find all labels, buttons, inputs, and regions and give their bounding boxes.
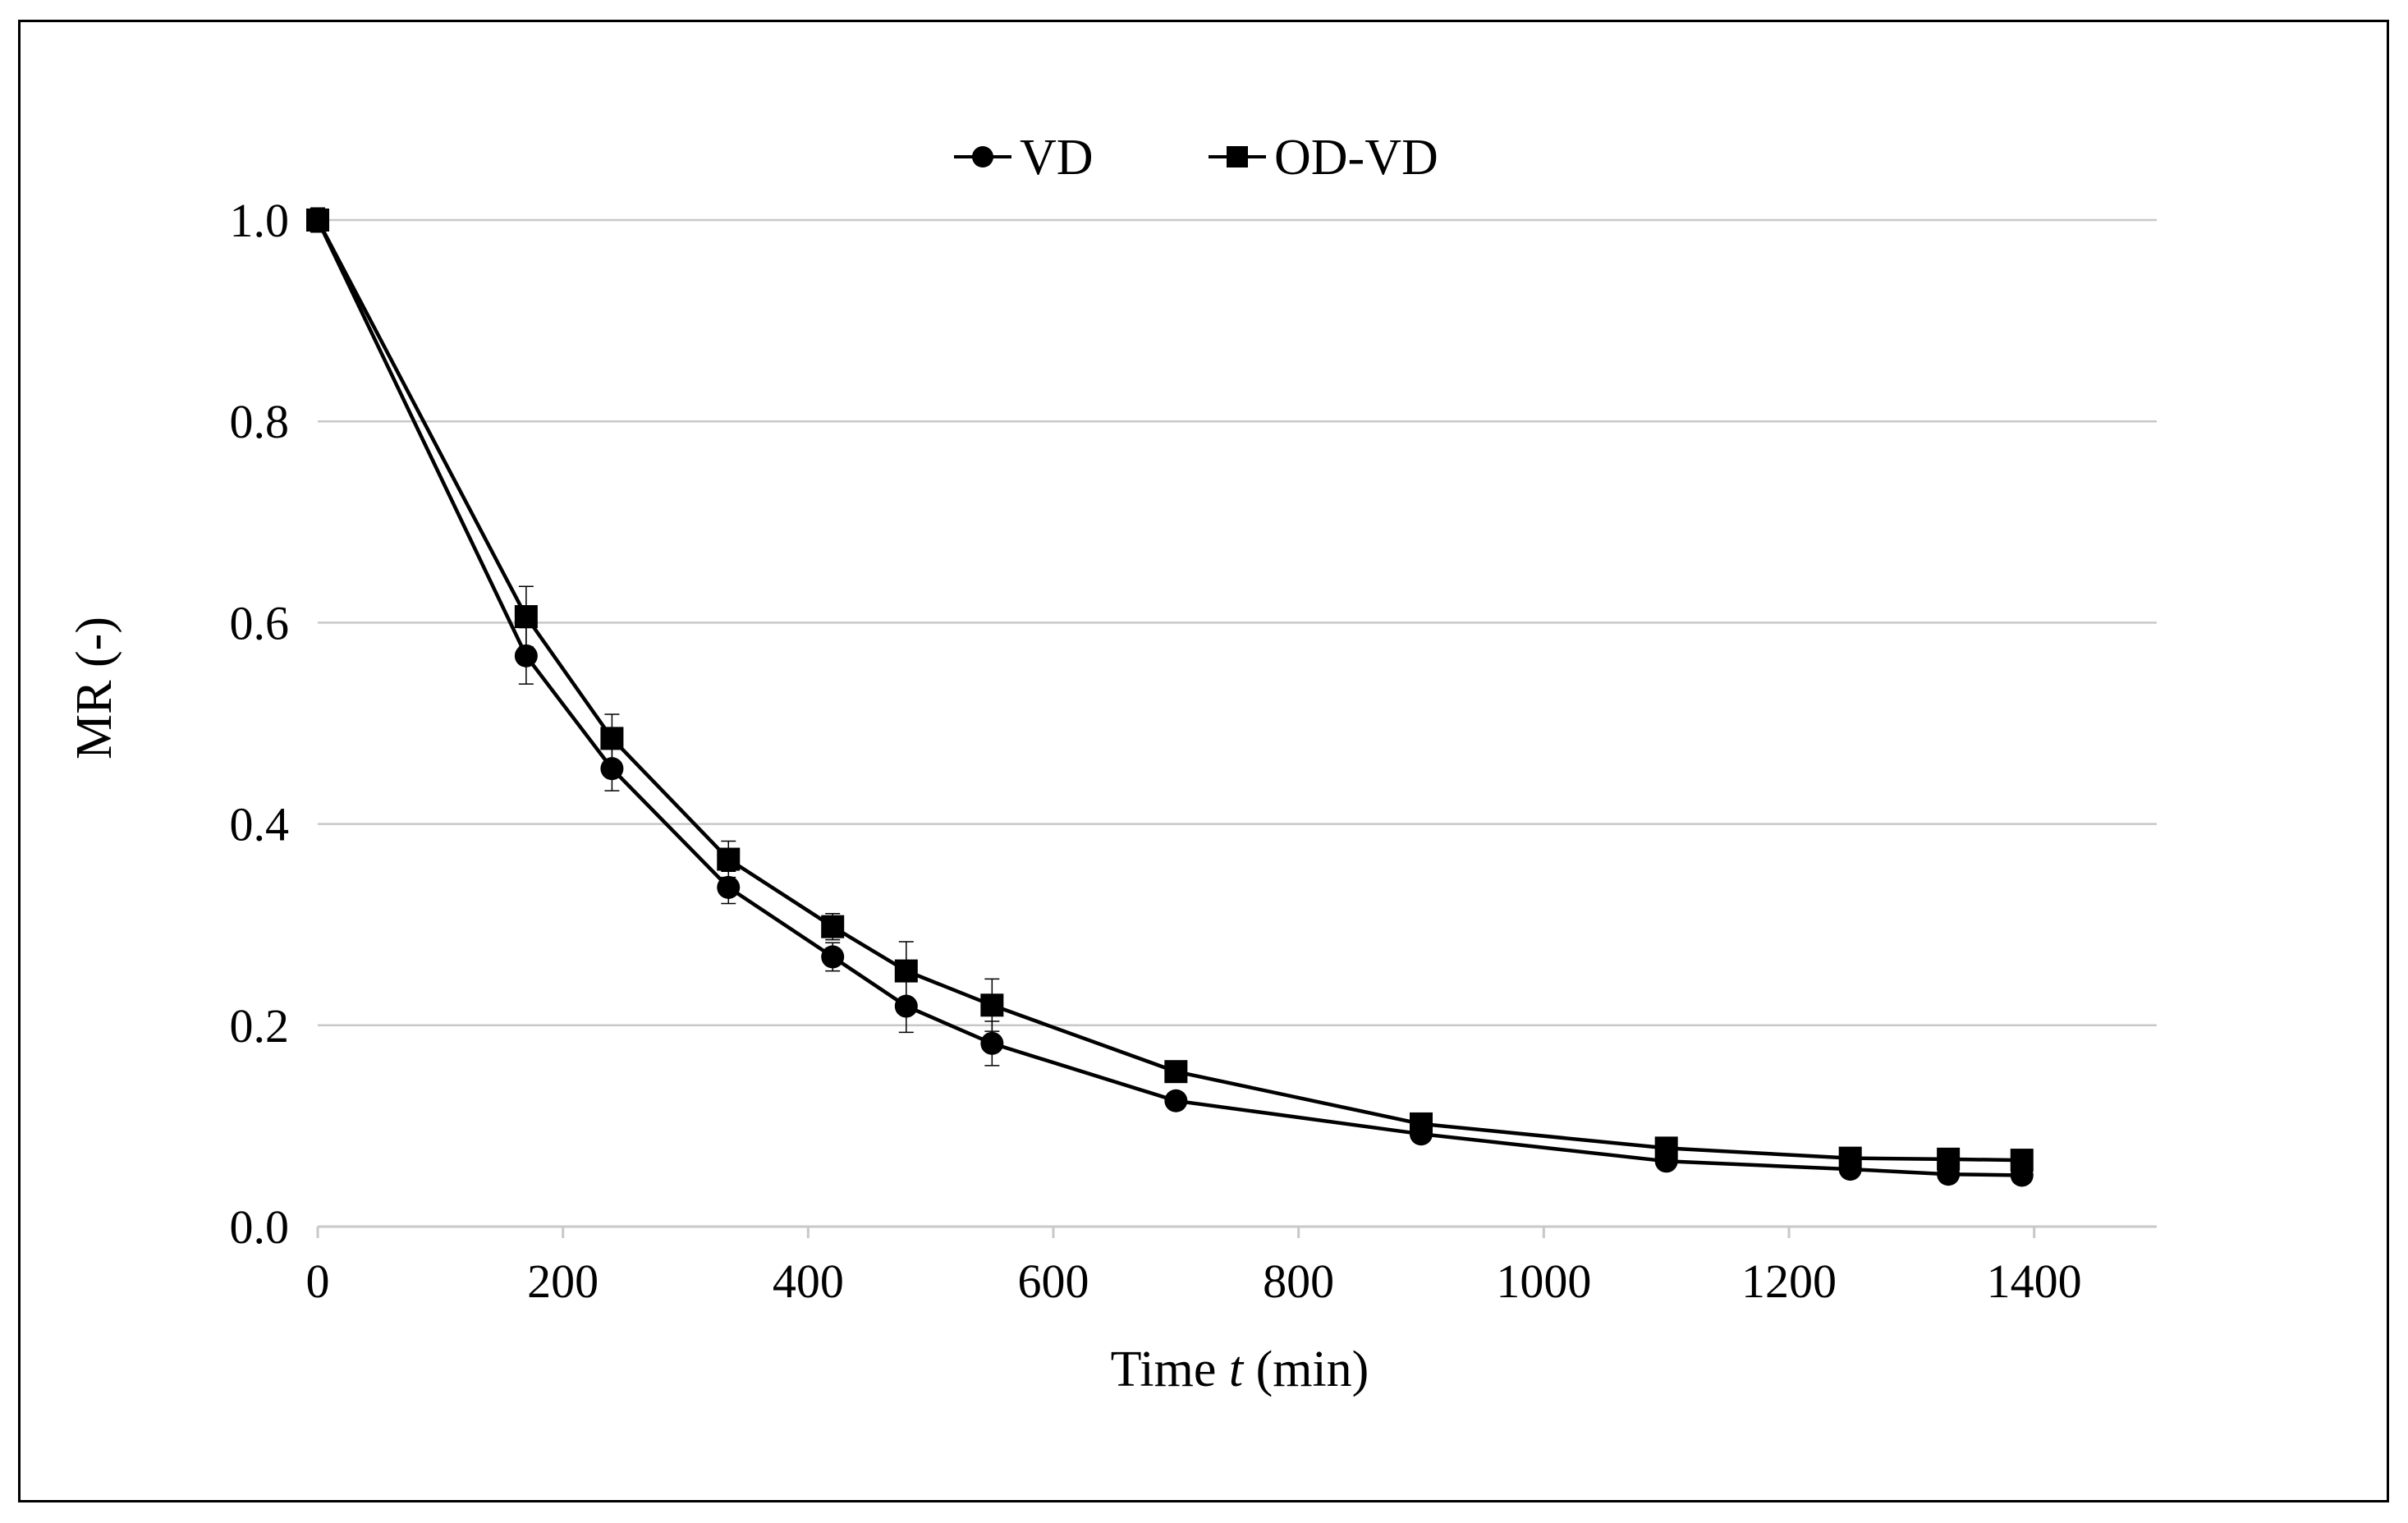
series-line-vd xyxy=(315,219,2022,1177)
data-point-od-vd xyxy=(1654,1136,1678,1160)
x-axis-label-italic: t xyxy=(1229,1342,1245,1397)
data-point-od-vd xyxy=(980,993,1004,1017)
x-tick-label: 1400 xyxy=(1987,1255,2082,1308)
y-axis-label: MR (-) xyxy=(67,617,122,759)
legend-marker-vd xyxy=(972,146,993,167)
series-od-vd xyxy=(306,209,2034,1172)
data-point-vd xyxy=(821,945,845,969)
series-layer xyxy=(306,207,2034,1187)
y-tick-labels: 0.0 0.2 0.4 0.6 0.8 1.0 xyxy=(230,194,290,1254)
data-point-od-vd xyxy=(306,209,329,232)
legend-marker-od-vd xyxy=(1227,146,1248,167)
data-point-od-vd xyxy=(1838,1146,1862,1170)
x-tick-label: 200 xyxy=(527,1255,599,1308)
data-point-od-vd xyxy=(2010,1149,2034,1172)
y-tick-label: 1.0 xyxy=(230,194,290,247)
x-tick-labels: 0 200 400 600 800 1000 1200 1400 xyxy=(306,1255,2082,1308)
x-tick-label: 400 xyxy=(773,1255,844,1308)
x-tick-label: 1200 xyxy=(1741,1255,1837,1308)
data-point-od-vd xyxy=(1937,1147,1961,1171)
axes xyxy=(316,1225,2157,1238)
x-axis-label: Time t (min) xyxy=(1111,1342,1369,1397)
x-tick-label: 0 xyxy=(306,1255,330,1308)
data-point-vd xyxy=(514,644,538,667)
y-tick-label: 0.4 xyxy=(230,798,290,851)
y-tick-label: 0.6 xyxy=(230,596,290,649)
series-vd xyxy=(306,207,2034,1187)
gridlines xyxy=(318,218,2157,1027)
x-tick-label: 800 xyxy=(1263,1255,1334,1308)
legend-label-vd: VD xyxy=(1020,130,1094,186)
x-tick-label: 1000 xyxy=(1496,1255,1591,1308)
y-tick-label: 0.8 xyxy=(230,395,290,448)
data-point-vd xyxy=(980,1031,1004,1055)
data-point-od-vd xyxy=(717,847,741,871)
figure-frame xyxy=(18,20,2389,1502)
series-line-od-vd xyxy=(316,218,2022,1163)
legend-item-vd: VD xyxy=(954,130,1094,186)
legend: VD OD-VD xyxy=(954,130,1438,186)
data-point-od-vd xyxy=(1410,1112,1433,1135)
x-axis-label-suffix: (min) xyxy=(1256,1342,1369,1397)
data-point-od-vd xyxy=(1164,1060,1188,1084)
data-point-vd xyxy=(717,875,741,899)
data-point-od-vd xyxy=(600,727,624,750)
data-point-vd xyxy=(1164,1089,1188,1112)
x-axis-label-prefix: Time xyxy=(1111,1342,1229,1397)
y-tick-label: 0.0 xyxy=(230,1200,290,1254)
legend-label-od-vd: OD-VD xyxy=(1274,130,1438,186)
data-point-od-vd xyxy=(514,605,538,629)
y-tick-label: 0.2 xyxy=(230,999,290,1053)
data-point-od-vd xyxy=(894,959,918,983)
x-tick-label: 600 xyxy=(1018,1255,1089,1308)
data-point-od-vd xyxy=(821,915,845,938)
legend-item-od-vd: OD-VD xyxy=(1209,130,1438,186)
